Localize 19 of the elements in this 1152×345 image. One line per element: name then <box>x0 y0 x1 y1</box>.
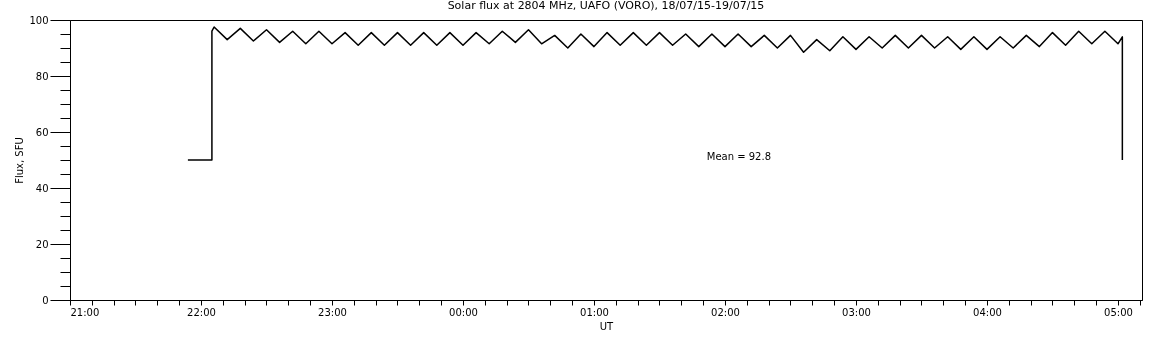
y-tick-label: 80 <box>35 70 49 82</box>
x-tick-label: 03:00 <box>842 306 871 318</box>
x-tick-label: 04:00 <box>973 306 1002 318</box>
y-tick-label: 40 <box>35 182 49 194</box>
x-tick-label: 00:00 <box>449 306 478 318</box>
x-tick-label: 23:00 <box>318 306 347 318</box>
x-tick-label: 21:00 <box>70 306 100 318</box>
y-axis-title: Flux, SFU <box>14 137 26 184</box>
x-tick-label: 02:00 <box>711 306 740 318</box>
annotation: Mean = 92.8 <box>706 151 772 163</box>
x-tick-label: 01:00 <box>580 306 609 318</box>
x-axis-title: UT <box>599 320 615 332</box>
y-tick-label: 0 <box>42 294 49 306</box>
y-tick-label: 20 <box>35 238 49 250</box>
y-tick-label: 100 <box>29 14 49 26</box>
y-tick-label: 60 <box>35 126 49 138</box>
x-tick-label: 05:00 <box>1104 306 1133 318</box>
chart-title: Solar flux at 2804 MHz, UAFO (VORO), 18/07/15-19/07/15 <box>447 0 765 12</box>
x-tick-label: 22:00 <box>187 306 216 318</box>
